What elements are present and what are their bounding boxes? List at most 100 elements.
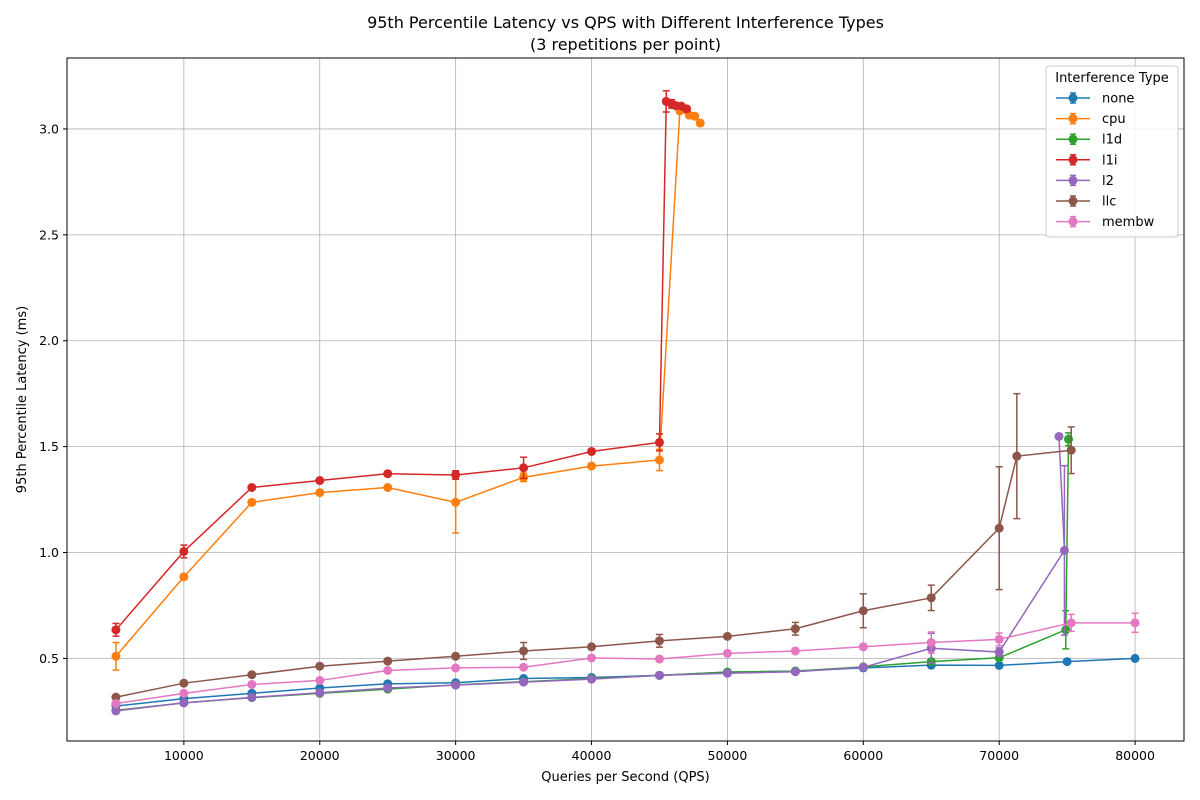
data-point: [858, 606, 868, 616]
legend-marker: [1068, 196, 1078, 206]
legend-entry-llc: llc: [1056, 195, 1116, 210]
data-point: [587, 642, 597, 652]
x-tick-label: 20000: [300, 748, 340, 763]
data-point: [654, 455, 664, 465]
data-point: [1054, 431, 1064, 441]
data-point: [722, 668, 732, 678]
data-point: [315, 488, 325, 498]
legend-entry-none: none: [1056, 92, 1134, 107]
data-point: [247, 692, 257, 702]
legend-label: llc: [1102, 195, 1116, 210]
data-point: [111, 692, 121, 702]
data-point: [111, 699, 121, 709]
data-point: [247, 679, 257, 689]
legend-label: l1i: [1102, 153, 1118, 168]
data-point: [654, 654, 664, 664]
legend-entry-membw: membw: [1056, 215, 1155, 230]
axis-ticks: 10000 20000 30000 40000 50000 60000 70000 80000…: [39, 121, 1155, 763]
legend-marker: [1068, 155, 1078, 165]
data-point: [926, 638, 936, 648]
data-point: [451, 497, 461, 507]
data-point: [179, 546, 189, 556]
series-line-cpu: [115, 109, 701, 657]
data-point: [587, 674, 597, 684]
data-point: [383, 683, 393, 693]
data-point: [654, 437, 664, 447]
data-point: [722, 631, 732, 641]
y-tick-label: 1.0: [39, 545, 59, 560]
data-point: [994, 634, 1004, 644]
series-line-none: [115, 657, 1136, 707]
data-point: [315, 476, 325, 486]
legend-box: [1045, 65, 1179, 238]
data-point: [722, 648, 732, 658]
x-tick-label: 40000: [572, 748, 612, 763]
x-tick-label: 10000: [164, 748, 204, 763]
data-point: [858, 662, 868, 672]
data-point: [179, 678, 189, 688]
data-point: [587, 446, 597, 456]
data-point: [790, 646, 800, 656]
data-point: [451, 680, 461, 690]
y-tick-label: 0.5: [39, 651, 59, 666]
grid: [67, 58, 1184, 741]
series-layer: [111, 90, 1140, 716]
data-point: [247, 482, 257, 492]
legend-entry-l2: l2: [1056, 174, 1114, 189]
series-membw: [111, 612, 1140, 709]
legend-label: none: [1102, 92, 1134, 107]
data-point: [519, 646, 529, 656]
data-point: [519, 677, 529, 687]
y-tick-label: 1.5: [39, 439, 59, 454]
series-line-membw: [115, 622, 1136, 705]
data-point: [1059, 545, 1069, 555]
data-point: [315, 688, 325, 698]
data-point: [790, 624, 800, 634]
data-point: [654, 636, 664, 646]
legend-label: membw: [1102, 215, 1155, 230]
chart-title: 95th Percentile Latency vs QPS with Diff…: [367, 13, 884, 32]
series-none: [111, 653, 1140, 711]
legend-entry-l1d: l1d: [1056, 133, 1122, 148]
data-point: [179, 698, 189, 708]
series-llc: [111, 392, 1076, 702]
data-point: [315, 675, 325, 685]
data-point: [247, 670, 257, 680]
data-point: [1066, 445, 1076, 455]
data-point: [926, 593, 936, 603]
series-l2: [111, 431, 1069, 716]
data-point: [690, 111, 700, 121]
data-point: [695, 118, 705, 128]
legend-label: l1d: [1102, 133, 1122, 148]
data-point: [111, 651, 121, 661]
series-l1i: [111, 90, 692, 637]
legend-marker: [1068, 93, 1078, 103]
data-point: [519, 662, 529, 672]
legend-label: l2: [1102, 174, 1114, 189]
series-line-l2: [115, 436, 1066, 712]
y-tick-label: 2.0: [39, 333, 59, 348]
legend-label: cpu: [1102, 112, 1126, 127]
data-point: [587, 461, 597, 471]
data-point: [111, 706, 121, 716]
data-point: [315, 661, 325, 671]
legend-marker: [1068, 217, 1078, 227]
data-point: [654, 670, 664, 680]
data-point: [247, 497, 257, 507]
data-point: [1062, 657, 1072, 667]
data-point: [1061, 625, 1071, 635]
data-point: [682, 104, 692, 114]
legend-title: Interference Type: [1055, 71, 1169, 86]
legend-entry-l1i: l1i: [1056, 153, 1118, 168]
x-tick-label: 60000: [843, 748, 883, 763]
data-point: [994, 523, 1004, 533]
legend-entry-cpu: cpu: [1056, 112, 1126, 127]
data-point: [858, 642, 868, 652]
x-axis-label: Queries per Second (QPS): [541, 770, 710, 785]
legend-marker: [1068, 134, 1078, 144]
chart-subtitle: (3 repetitions per point): [530, 35, 721, 54]
y-axis-label: 95th Percentile Latency (ms): [15, 306, 30, 493]
x-tick-label: 80000: [1115, 748, 1155, 763]
data-point: [1066, 618, 1076, 628]
